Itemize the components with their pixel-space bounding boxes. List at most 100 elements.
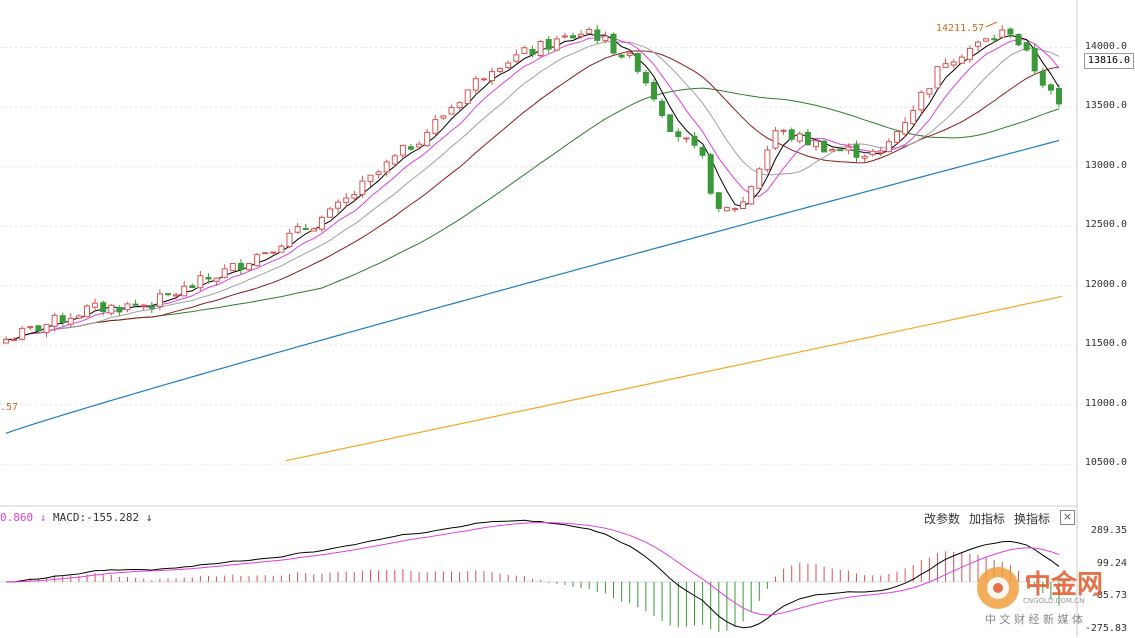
candle-body bbox=[124, 303, 131, 311]
candle-body bbox=[51, 314, 58, 327]
ma120-line bbox=[5, 139, 1060, 434]
candle-body bbox=[1023, 42, 1030, 51]
candle-body bbox=[132, 303, 139, 306]
candle-body bbox=[634, 52, 641, 72]
candle-body bbox=[237, 262, 244, 271]
candle-body bbox=[229, 263, 236, 271]
candle-body bbox=[553, 38, 560, 51]
candle-body bbox=[934, 66, 941, 89]
current-price-tag: 13816.0 bbox=[1084, 53, 1134, 69]
candle-body bbox=[796, 133, 803, 142]
candle-body bbox=[780, 129, 787, 132]
candle-body bbox=[399, 144, 406, 156]
watermark-subtitle: 中 文 财 经 新 媒 体 bbox=[985, 613, 1083, 626]
candle-body bbox=[537, 41, 544, 56]
macd-histogram bbox=[0, 551, 1077, 632]
candle-body bbox=[837, 149, 844, 152]
candle-body bbox=[416, 143, 423, 148]
candle-body bbox=[246, 263, 252, 271]
candle-body bbox=[375, 171, 382, 176]
candle-body bbox=[918, 91, 925, 111]
candle-body bbox=[513, 54, 520, 62]
candle-body bbox=[1039, 71, 1046, 86]
candle-body bbox=[723, 207, 730, 212]
candle-body bbox=[3, 338, 9, 344]
candle-body bbox=[351, 194, 358, 199]
price-tick-label: 11000.0 bbox=[1084, 397, 1127, 409]
candle-body bbox=[910, 109, 917, 125]
candle-body bbox=[521, 47, 528, 54]
candle-body bbox=[448, 106, 455, 115]
candle-body bbox=[594, 29, 601, 41]
candle-body bbox=[391, 155, 398, 165]
macd-tick-label: 99.24 bbox=[1096, 557, 1127, 569]
price-tick-label: 12500.0 bbox=[1084, 219, 1127, 231]
candle-body bbox=[67, 317, 74, 325]
candle-body bbox=[966, 47, 973, 60]
candle-body bbox=[489, 71, 495, 82]
candle-body bbox=[861, 155, 868, 159]
down-arrow-icon: ↓ bbox=[39, 511, 47, 524]
candle-body bbox=[497, 68, 504, 72]
candle-body bbox=[1056, 88, 1062, 105]
candle-body bbox=[408, 146, 414, 150]
candle-body bbox=[480, 78, 487, 81]
moving-average-lines bbox=[5, 33, 1063, 462]
candle-body bbox=[173, 294, 180, 297]
candle-body bbox=[1031, 47, 1038, 72]
candle-body bbox=[302, 228, 309, 231]
price-tick-label: 11500.0 bbox=[1084, 338, 1127, 350]
candle-body bbox=[189, 285, 196, 289]
candle-body bbox=[626, 52, 633, 56]
candle-body bbox=[367, 174, 374, 182]
candle-body bbox=[1015, 34, 1022, 46]
candle-body bbox=[108, 304, 115, 314]
candle-body bbox=[383, 161, 390, 173]
candle-body bbox=[999, 29, 1006, 38]
candle-body bbox=[975, 41, 981, 47]
ma20-line bbox=[5, 41, 1060, 341]
candle-body bbox=[270, 251, 277, 254]
price-tick-label: 13000.0 bbox=[1084, 159, 1127, 171]
candle-body bbox=[853, 144, 860, 158]
high-annotation: 14211.57 bbox=[936, 23, 984, 34]
candle-body bbox=[286, 232, 293, 247]
watermark-logo-icon bbox=[977, 567, 1019, 609]
macd-tick-label: -275.83 bbox=[1084, 622, 1127, 634]
candle-body bbox=[845, 146, 852, 151]
candle-body bbox=[278, 245, 285, 253]
candle-body bbox=[699, 147, 706, 156]
candle-body bbox=[165, 293, 171, 296]
candle-body bbox=[148, 305, 155, 309]
candle-body bbox=[213, 277, 220, 282]
candle-body bbox=[877, 150, 884, 154]
candle-body bbox=[715, 192, 722, 209]
macd-lines bbox=[5, 519, 1060, 629]
candle-body bbox=[602, 35, 609, 42]
candle-body bbox=[75, 315, 82, 319]
candle-body bbox=[197, 275, 204, 289]
price-tick-label: 10500.0 bbox=[1084, 457, 1127, 469]
macd-value: MACD:-155.282 bbox=[53, 511, 140, 524]
candle-body bbox=[683, 137, 690, 140]
candle-body bbox=[456, 102, 463, 109]
close-icon[interactable]: × bbox=[1060, 510, 1075, 525]
candle-body bbox=[659, 100, 666, 116]
add-indicator-button[interactable]: 加指标 bbox=[969, 512, 1006, 526]
candle-body bbox=[788, 129, 795, 140]
candle-body bbox=[359, 180, 366, 195]
candle-body bbox=[983, 38, 990, 42]
switch-indicator-button[interactable]: 换指标 bbox=[1014, 512, 1051, 526]
candle-body bbox=[991, 38, 998, 41]
candle-body bbox=[59, 315, 66, 324]
candle-body bbox=[570, 35, 576, 39]
ma30-line bbox=[5, 50, 1060, 341]
change-params-button[interactable]: 改参数 bbox=[924, 512, 961, 526]
candle-body bbox=[116, 306, 123, 313]
candle-body bbox=[561, 35, 568, 38]
dif-value: 0.860 bbox=[0, 511, 34, 524]
candle-body bbox=[740, 201, 747, 209]
dif-line bbox=[5, 519, 1060, 629]
candle-body bbox=[902, 121, 909, 135]
candle-body bbox=[958, 56, 965, 64]
